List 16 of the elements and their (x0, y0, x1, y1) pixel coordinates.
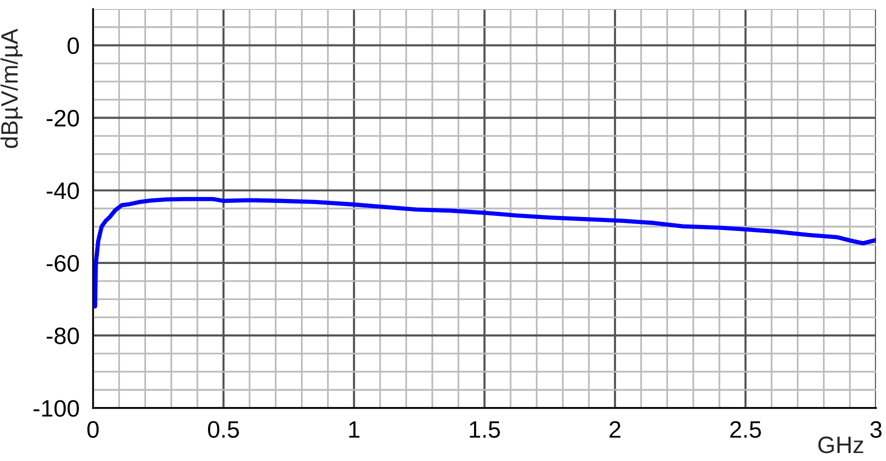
y-tick-label: -100 (34, 400, 79, 417)
y-tick-label: -80 (46, 328, 79, 344)
x-tick-label: 0.5 (208, 421, 239, 438)
y-tick-label: -20 (46, 110, 79, 127)
x-axis-title: GHz (818, 436, 864, 454)
y-tick-label: -60 (46, 254, 79, 272)
x-tick-label: 3 (870, 421, 882, 438)
x-tick-label: 2.5 (730, 421, 761, 438)
y-tick-label: -40 (46, 182, 79, 200)
line-series (93, 196, 876, 309)
x-tick-label: 1.5 (470, 421, 500, 438)
x-tick-label: 2 (610, 421, 620, 438)
y-axis-title: dBµV/m/µA (0, 28, 23, 148)
x-tick-label: 1 (349, 421, 360, 438)
y-tick-label: 0 (68, 37, 79, 54)
x-tick-label: 0 (87, 421, 99, 438)
